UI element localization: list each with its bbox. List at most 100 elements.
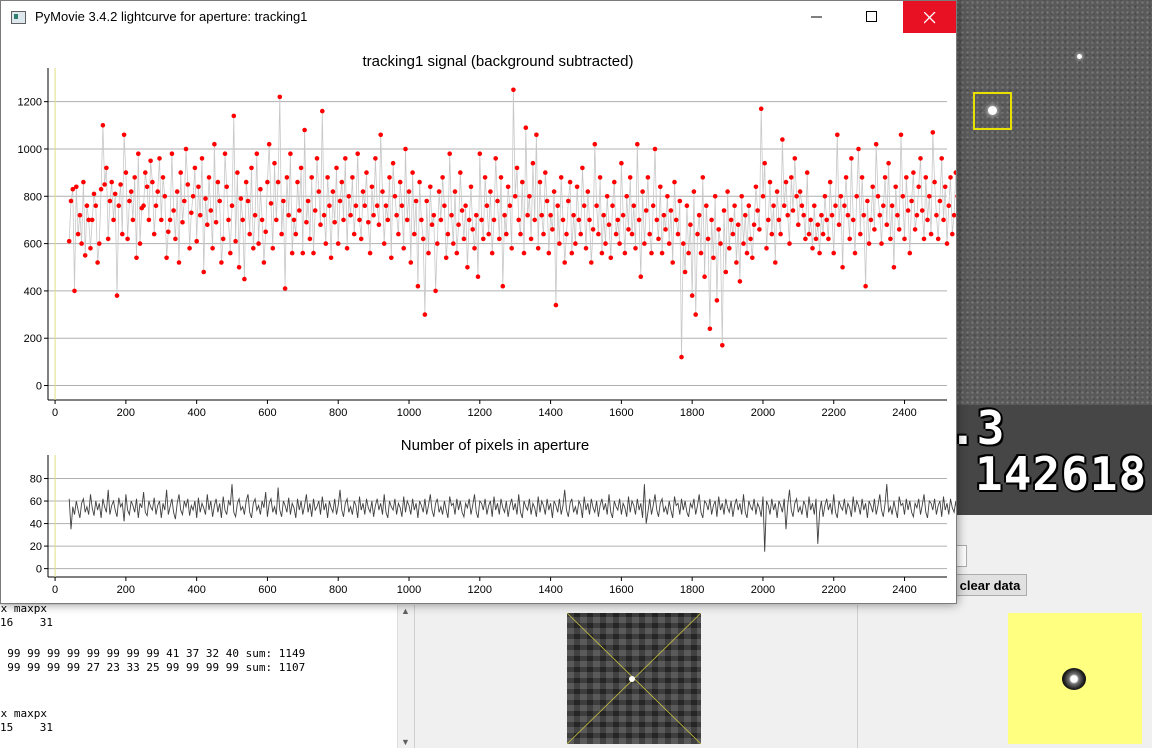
data-point bbox=[274, 217, 279, 223]
data-point bbox=[358, 236, 364, 242]
close-button[interactable] bbox=[903, 1, 956, 33]
data-point bbox=[679, 354, 684, 360]
data-point bbox=[456, 222, 461, 227]
x-tick-label: 1600 bbox=[609, 584, 633, 596]
x-tick-label: 1400 bbox=[538, 407, 562, 419]
data-point bbox=[374, 203, 380, 208]
data-point bbox=[95, 260, 100, 265]
data-point bbox=[91, 191, 97, 197]
data-point bbox=[297, 208, 302, 213]
data-point bbox=[827, 179, 833, 185]
data-point bbox=[70, 186, 76, 192]
y-tick-label: 1200 bbox=[18, 97, 42, 109]
data-point bbox=[698, 250, 704, 256]
data-point bbox=[392, 194, 398, 199]
data-point bbox=[268, 201, 274, 206]
data-point bbox=[429, 222, 435, 227]
data-point bbox=[709, 217, 714, 223]
data-point bbox=[737, 279, 743, 284]
minimize-button[interactable] bbox=[794, 1, 840, 33]
clear-data-button[interactable]: clear data bbox=[953, 574, 1027, 596]
data-point bbox=[819, 212, 824, 218]
x-tick-label: 1600 bbox=[609, 407, 633, 419]
data-point bbox=[130, 217, 136, 223]
data-point bbox=[433, 288, 438, 294]
data-point bbox=[213, 220, 219, 225]
tracking-aperture[interactable] bbox=[973, 92, 1012, 130]
maximize-button[interactable] bbox=[849, 1, 895, 33]
data-point bbox=[231, 113, 237, 119]
data-point bbox=[364, 170, 369, 175]
data-point bbox=[849, 156, 854, 161]
data-point bbox=[688, 222, 693, 227]
data-point bbox=[495, 198, 500, 204]
data-point bbox=[942, 184, 948, 190]
data-point bbox=[155, 189, 160, 194]
signal-chart-title: tracking1 signal (background subtracted) bbox=[363, 53, 634, 70]
data-point bbox=[332, 220, 338, 225]
data-point bbox=[435, 241, 440, 246]
data-point bbox=[481, 236, 486, 242]
data-point bbox=[311, 250, 316, 256]
data-point bbox=[744, 250, 750, 256]
data-point bbox=[247, 231, 252, 237]
data-point bbox=[212, 141, 217, 147]
data-point bbox=[335, 241, 341, 246]
data-point bbox=[219, 260, 224, 265]
data-point bbox=[875, 194, 881, 199]
y-tick-label: 60 bbox=[30, 496, 42, 508]
data-point bbox=[928, 231, 934, 237]
info-text-panel: px maxpx 16 31 9 99 99 99 99 99 99 99 99… bbox=[0, 605, 398, 748]
data-point bbox=[879, 241, 884, 246]
data-point bbox=[470, 227, 476, 232]
data-point bbox=[539, 212, 544, 218]
data-point bbox=[776, 217, 782, 223]
data-point bbox=[144, 184, 150, 190]
info-scrollbar[interactable]: ▲ ▼ bbox=[397, 605, 413, 748]
data-point bbox=[160, 175, 166, 180]
data-point bbox=[277, 94, 283, 100]
data-point bbox=[413, 198, 419, 204]
data-point bbox=[551, 189, 557, 194]
plots-canvas[interactable]: tracking1 signal (background subtracted)… bbox=[1, 33, 1152, 603]
data-point bbox=[428, 184, 433, 190]
x-tick-label: 2000 bbox=[751, 584, 775, 596]
data-point bbox=[261, 260, 267, 265]
app-icon bbox=[11, 11, 26, 24]
data-point bbox=[866, 241, 872, 246]
scroll-up-icon[interactable]: ▲ bbox=[401, 606, 410, 616]
data-point bbox=[98, 186, 104, 192]
data-point bbox=[718, 241, 723, 246]
data-point bbox=[691, 189, 697, 194]
data-point bbox=[403, 146, 408, 152]
data-point bbox=[291, 217, 297, 223]
x-tick-label: 0 bbox=[52, 584, 58, 596]
scroll-down-icon[interactable]: ▼ bbox=[401, 737, 410, 747]
data-point bbox=[796, 222, 801, 227]
data-point bbox=[766, 217, 771, 223]
lightcurve-window: PyMovie 3.4.2 lightcurve for aperture: t… bbox=[0, 0, 1152, 604]
data-point bbox=[723, 269, 729, 275]
data-point bbox=[229, 203, 235, 208]
data-point bbox=[601, 212, 606, 218]
data-point bbox=[681, 241, 686, 246]
data-point bbox=[668, 208, 674, 213]
data-point bbox=[787, 241, 792, 246]
data-point bbox=[654, 217, 660, 223]
data-point bbox=[613, 231, 619, 237]
data-point bbox=[596, 231, 601, 237]
data-point bbox=[806, 231, 812, 237]
data-point bbox=[378, 132, 384, 138]
x-tick-label: 1000 bbox=[397, 584, 421, 596]
data-point bbox=[635, 141, 640, 147]
data-point bbox=[137, 241, 143, 246]
title-bar[interactable]: PyMovie 3.4.2 lightcurve for aperture: t… bbox=[1, 1, 956, 33]
data-point bbox=[603, 241, 608, 246]
data-point bbox=[923, 175, 929, 180]
data-point bbox=[932, 179, 937, 185]
data-point bbox=[112, 191, 118, 197]
data-point bbox=[351, 231, 357, 237]
data-point bbox=[226, 217, 231, 223]
data-point bbox=[321, 212, 327, 218]
data-point bbox=[856, 146, 861, 152]
